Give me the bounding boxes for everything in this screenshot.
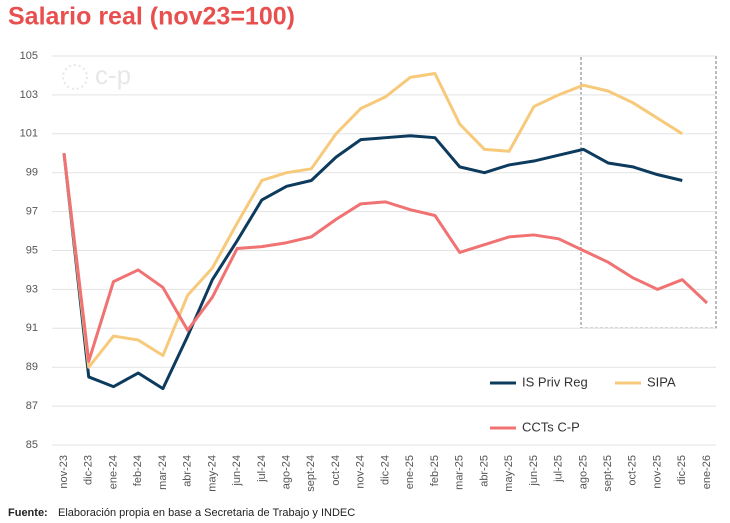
x-tick-label: mar-25: [454, 455, 466, 490]
legend-label: CCTs C-P: [522, 419, 580, 434]
x-tick-label: feb-24: [132, 455, 144, 486]
x-tick-label: dic-24: [379, 455, 391, 485]
x-tick-label: ago-25: [577, 455, 589, 489]
y-tick-label: 101: [20, 128, 38, 140]
x-tick-label: feb-25: [429, 455, 441, 486]
x-tick-label: ene-25: [404, 455, 416, 489]
y-tick-label: 85: [26, 439, 38, 451]
x-tick-label: nov-24: [355, 455, 367, 489]
x-tick-label: sept-24: [305, 455, 317, 492]
highlight-box: [580, 55, 717, 329]
legend-label: SIPA: [647, 374, 676, 389]
x-tick-label: mar-24: [157, 455, 169, 490]
x-tick-label: oct-25: [627, 455, 639, 486]
x-tick-label: jun-24: [231, 455, 243, 487]
x-tick-label: abr-25: [478, 455, 490, 487]
x-tick-label: ene-26: [701, 455, 713, 489]
x-tick-label: abr-24: [182, 455, 194, 487]
logo-mark: [62, 64, 88, 90]
source-label: Fuente:: [8, 507, 48, 519]
x-tick-label: nov-23: [58, 455, 70, 489]
x-tick-label: ago-24: [280, 455, 292, 489]
x-tick-label: jun-25: [528, 455, 540, 487]
x-tick-label: dic-25: [676, 455, 688, 485]
source-text: Elaboración propia en base a Secretaria …: [58, 507, 355, 519]
x-tick-label: jul-25: [553, 455, 565, 483]
x-tick-label: dic-23: [83, 455, 95, 485]
series-line: [62, 134, 683, 391]
x-tick-label: nov-25: [651, 455, 663, 489]
legend-label: IS Priv Reg: [522, 374, 588, 389]
series-line: [62, 153, 709, 363]
series-line: [62, 72, 684, 369]
x-tick-label: jul-24: [256, 455, 268, 483]
x-tick-label: ene-24: [107, 455, 119, 489]
x-tick-label: may-24: [206, 455, 218, 492]
logo: c-p: [62, 60, 131, 90]
x-tick-label: sept-25: [602, 455, 614, 492]
x-tick-label: may-25: [503, 455, 515, 492]
y-tick-label: 103: [20, 89, 38, 101]
y-tick-label: 105: [20, 50, 38, 62]
y-tick-label: 89: [26, 361, 38, 373]
logo-text: c-p: [95, 60, 131, 90]
y-tick-label: 95: [26, 244, 38, 256]
y-tick-label: 87: [26, 400, 38, 412]
chart-title: Salario real (nov23=100): [8, 3, 295, 31]
y-tick-label: 99: [26, 167, 38, 179]
y-tick-label: 91: [26, 322, 38, 334]
x-tick-label: oct-24: [330, 455, 342, 486]
y-tick-label: 97: [26, 206, 38, 218]
y-tick-label: 93: [26, 283, 38, 295]
